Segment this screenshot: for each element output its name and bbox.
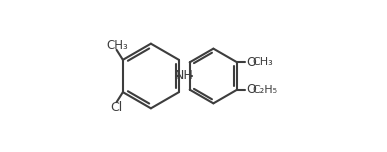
Text: Cl: Cl (110, 101, 123, 114)
Text: CH₃: CH₃ (106, 39, 128, 52)
Text: CH₃: CH₃ (252, 57, 273, 67)
Text: O: O (246, 56, 256, 69)
Text: NH: NH (175, 69, 194, 83)
Text: C₂H₅: C₂H₅ (252, 85, 277, 95)
Text: O: O (246, 83, 256, 96)
